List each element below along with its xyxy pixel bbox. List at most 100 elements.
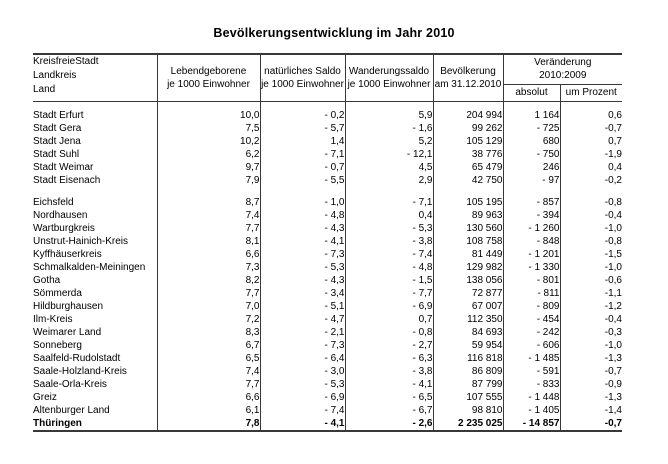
row-label: Unstrut-Hainich-Kreis: [33, 234, 158, 248]
value-cell: -1,0: [604, 339, 622, 351]
value-cell: - 14 857: [503, 416, 561, 431]
row-label: Stadt Weimar: [33, 160, 158, 174]
value-cell: 86 809: [433, 364, 504, 378]
table-row: Greiz 6,6- 6,9- 6,5 107 555- 1 448 -1,3: [33, 390, 622, 404]
value-cell: -1,0: [604, 261, 622, 273]
value-cell: -0,4: [604, 313, 622, 325]
value-cell: -0,8: [604, 196, 622, 208]
row-label: Greiz: [33, 390, 158, 404]
spacer-cell: [33, 101, 158, 109]
value-cell: - 4,1: [260, 416, 346, 431]
value-cell: -1,9: [604, 148, 622, 160]
header-label: Lebendgeborene: [170, 65, 247, 77]
value-cell: - 5,3: [260, 377, 346, 391]
value-cell: - 7,1: [345, 195, 434, 209]
value-cell: - 801: [503, 273, 561, 287]
value-cell: -0,7: [604, 122, 622, 134]
spacer-row: [33, 186, 622, 196]
header-sublabel: je 1000 Einwohner: [261, 78, 344, 90]
row-label: Kyffhäuserkreis: [33, 247, 158, 261]
table-row: Saale-Orla-Kreis 7,7- 5,3- 4,1 87 799- 833…: [33, 377, 622, 391]
value-cell: 7,9: [157, 173, 261, 187]
value-cell: - 3,0: [260, 364, 346, 378]
row-label: Stadt Suhl: [33, 147, 158, 161]
table-row: Stadt Jena 10,2 1,4 5,2 105 129 680 0,7: [33, 134, 622, 148]
value-cell: - 5,3: [345, 221, 434, 235]
value-cell: 42 750: [433, 173, 504, 187]
value-cell: 10,0: [157, 108, 261, 122]
column-header-um-prozent: um Prozent: [560, 84, 622, 102]
value-cell: 0,4: [608, 161, 622, 173]
value-cell: 7,7: [157, 221, 261, 235]
value-cell: 84 693: [433, 325, 504, 339]
value-cell: 204 994: [433, 108, 504, 122]
value-cell: - 3,8: [345, 364, 434, 378]
value-cell: - 6,7: [345, 403, 434, 417]
row-label: Stadt Jena: [33, 134, 158, 148]
value-cell: 9,7: [157, 160, 261, 174]
value-cell: 112 350: [433, 312, 504, 326]
value-cell: - 2,6: [345, 416, 434, 431]
value-cell: - 4,3: [260, 273, 346, 287]
value-cell: - 394: [503, 208, 561, 222]
value-cell: -1,3: [604, 391, 622, 403]
value-cell: - 3,4: [260, 286, 346, 300]
value-cell: 6,1: [157, 403, 261, 417]
spacer-cell: [33, 186, 158, 196]
row-label: Nordhausen: [33, 208, 158, 222]
value-cell: 67 007: [433, 299, 504, 313]
value-cell: 98 810: [433, 403, 504, 417]
table-row: Kyffhäuserkreis 6,6- 7,3- 7,4 81 449- 1 20…: [33, 247, 622, 261]
value-cell: 72 877: [433, 286, 504, 300]
spacer-cell: [503, 186, 561, 196]
table-row: Altenburger Land 6,1- 7,4- 6,7 98 810- 1 4…: [33, 403, 622, 417]
row-label: Schmalkalden-Meiningen: [33, 260, 158, 274]
value-cell: 1,4: [260, 134, 346, 148]
value-cell: -0,6: [604, 274, 622, 286]
value-cell: - 1 330: [503, 260, 561, 274]
value-cell: - 97: [503, 173, 561, 187]
value-cell: - 5,7: [260, 121, 346, 135]
spacer-row: [33, 101, 622, 109]
value-cell: - 12,1: [345, 147, 434, 161]
spacer-cell: [345, 186, 434, 196]
table-row: Stadt Eisenach 7,9- 5,5 2,9 42 750- 97 -0,2: [33, 173, 622, 187]
table-row: Stadt Suhl 6,2- 7,1- 12,1 38 776- 750 -1,9: [33, 147, 622, 161]
table-row: Ilm-Kreis 7,2- 4,7 0,7 112 350- 454 -0,4: [33, 312, 622, 326]
table-row: Schmalkalden-Meiningen 7,3- 5,3- 4,8 129 9…: [33, 260, 622, 274]
value-cell: 38 776: [433, 147, 504, 161]
value-cell: - 2,1: [260, 325, 346, 339]
column-group-header-veraenderung: Veränderung 2010:2009: [503, 54, 622, 85]
value-cell: 7,4: [157, 364, 261, 378]
value-cell: - 833: [503, 377, 561, 391]
value-cell: 7,7: [157, 377, 261, 391]
value-cell: - 7,3: [260, 247, 346, 261]
value-cell: - 848: [503, 234, 561, 248]
table-row: Hildburghausen 7,0- 5,1- 6,9 67 007- 809 -1…: [33, 299, 622, 313]
value-cell: 130 560: [433, 221, 504, 235]
value-cell: 7,8: [157, 416, 261, 431]
value-cell: 105 195: [433, 195, 504, 209]
value-cell: 105 129: [433, 134, 504, 148]
value-cell: - 1 485: [503, 351, 561, 365]
spacer-cell: [560, 101, 622, 109]
value-cell: - 591: [503, 364, 561, 378]
value-cell: - 1,5: [345, 273, 434, 287]
value-cell: 7,5: [157, 121, 261, 135]
spacer-cell: [260, 186, 346, 196]
row-label: Saalfeld-Rudolstadt: [33, 351, 158, 365]
row-label: Weimarer Land: [33, 325, 158, 339]
value-cell: 6,5: [157, 351, 261, 365]
spacer-cell: [433, 186, 504, 196]
page-title: Bevölkerungsentwicklung im Jahr 2010: [213, 26, 455, 40]
value-cell: - 5,1: [260, 299, 346, 313]
value-cell: 7,4: [157, 208, 261, 222]
value-cell: 10,2: [157, 134, 261, 148]
value-cell: 7,3: [157, 260, 261, 274]
header-row-main: KreisfreieStadt Landkreis Land Lebendgeb…: [33, 54, 622, 102]
table-body: Stadt Erfurt 10,0- 0,2 5,9 204 994 1 164 0,6 S…: [33, 101, 622, 431]
value-cell: 116 818: [433, 351, 504, 365]
value-cell: - 1 201: [503, 247, 561, 261]
row-label: Sonneberg: [33, 338, 158, 352]
